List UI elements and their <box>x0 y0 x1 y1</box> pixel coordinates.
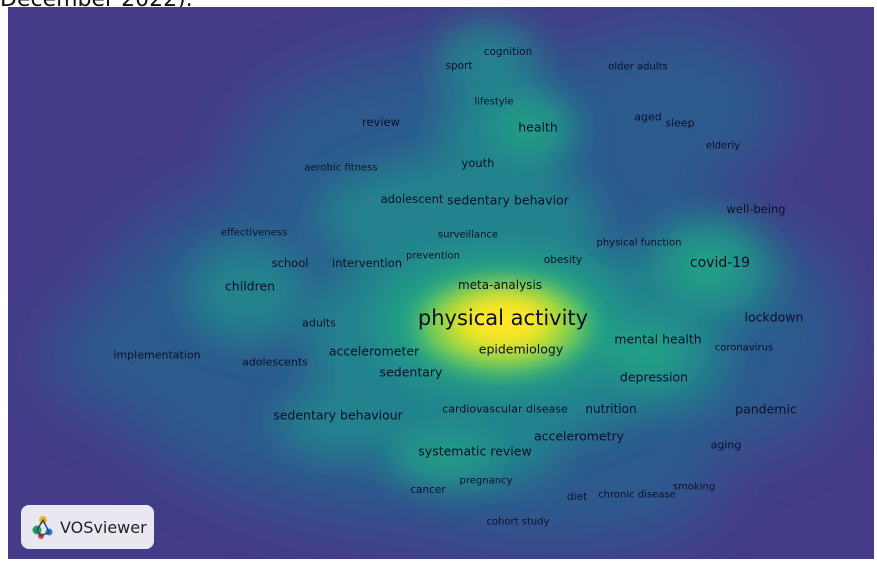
term-lifestyle[interactable]: lifestyle <box>474 96 514 108</box>
term-pregnancy[interactable]: pregnancy <box>459 475 513 487</box>
term-aerobic-fitness[interactable]: aerobic fitness <box>304 162 378 174</box>
vosviewer-logo-icon <box>32 516 53 539</box>
term-prevention[interactable]: prevention <box>406 250 460 262</box>
term-pandemic[interactable]: pandemic <box>735 401 797 417</box>
term-sedentary-behavior[interactable]: sedentary behavior <box>447 192 569 208</box>
term-cancer[interactable]: cancer <box>410 484 446 496</box>
term-covid-19[interactable]: covid-19 <box>689 255 751 271</box>
term-sedentary-behaviour[interactable]: sedentary behaviour <box>273 407 403 423</box>
density-map[interactable]: physical activity meta-analysis epidemiolo… <box>8 7 874 559</box>
term-nutrition[interactable]: nutrition <box>585 402 637 416</box>
term-elderly[interactable]: elderly <box>705 140 741 152</box>
term-health[interactable]: health <box>518 119 558 135</box>
term-obesity[interactable]: obesity <box>543 254 583 266</box>
term-aged[interactable]: aged <box>634 110 662 124</box>
term-cohort-study[interactable]: cohort study <box>486 516 550 528</box>
term-sedentary[interactable]: sedentary <box>379 364 443 380</box>
term-accelerometer[interactable]: accelerometer <box>328 343 420 359</box>
term-depression[interactable]: depression <box>619 369 689 385</box>
term-cognition[interactable]: cognition <box>483 46 533 58</box>
term-meta-analysis[interactable]: meta-analysis <box>457 278 543 292</box>
term-youth[interactable]: youth <box>461 156 495 170</box>
term-older-adults[interactable]: older adults <box>608 61 668 73</box>
term-children[interactable]: children <box>224 278 276 294</box>
term-school[interactable]: school <box>271 256 309 270</box>
term-sport[interactable]: sport <box>445 60 473 72</box>
term-lockdown[interactable]: lockdown <box>744 309 804 325</box>
term-aging[interactable]: aging <box>710 438 742 452</box>
density-heatmap <box>48 22 848 547</box>
term-surveillance[interactable]: surveillance <box>437 229 499 241</box>
term-coronavirus[interactable]: coronavirus <box>714 342 774 354</box>
term-mental-health[interactable]: mental health <box>614 331 702 347</box>
term-implementation[interactable]: implementation <box>113 348 201 362</box>
term-systematic-review[interactable]: systematic review <box>418 443 532 459</box>
term-review[interactable]: review <box>361 115 401 129</box>
term-sleep[interactable]: sleep <box>665 116 695 130</box>
term-effectiveness[interactable]: effectiveness <box>220 227 288 239</box>
term-physical-function[interactable]: physical function <box>596 237 682 249</box>
logo-text: VOSviewer <box>60 517 147 537</box>
term-diet[interactable]: diet <box>566 491 588 503</box>
term-accelerometry[interactable]: accelerometry <box>533 428 625 444</box>
term-physical-activity[interactable]: physical activity <box>417 306 589 330</box>
term-intervention[interactable]: intervention <box>332 256 402 270</box>
term-smoking[interactable]: smoking <box>672 481 716 493</box>
vosviewer-badge: VOSviewer <box>21 505 154 549</box>
term-epidemiology[interactable]: epidemiology <box>478 341 564 357</box>
term-adolescent[interactable]: adolescent <box>380 192 444 206</box>
term-adults[interactable]: adults <box>302 316 336 330</box>
term-adolescents[interactable]: adolescents <box>242 355 308 369</box>
term-cardiovascular-disease[interactable]: cardiovascular disease <box>442 402 568 416</box>
term-well-being[interactable]: well-being <box>726 202 786 216</box>
term-chronic-disease[interactable]: chronic disease <box>598 489 676 501</box>
